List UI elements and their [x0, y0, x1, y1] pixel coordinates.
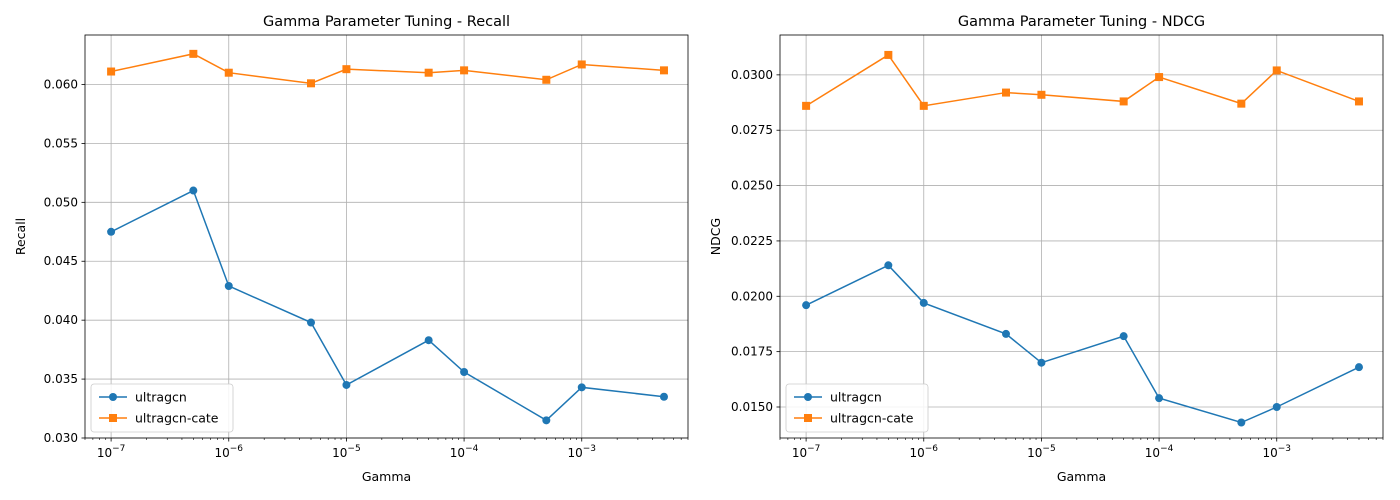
chart-2-series-ultragcn [802, 261, 1363, 427]
chart-1-data-point [542, 416, 551, 425]
chart-1-legend-marker [109, 414, 117, 422]
chart-2-y-tick-label: 0.0250 [731, 179, 773, 193]
chart-1-x-tick-label: 10−5 [332, 444, 361, 460]
chart-2-data-point [1354, 97, 1363, 106]
chart-2-y-tick-label: 0.0150 [731, 400, 773, 414]
chart-1-x-tick-label: 10−6 [214, 444, 243, 460]
chart-1-y-tick-label: 0.060 [44, 77, 78, 91]
chart-2-grid [780, 35, 1383, 438]
chart-1-data-point [424, 68, 433, 77]
chart-2-data-point [1037, 90, 1046, 99]
chart-2-axes-frame [779, 34, 1384, 439]
chart-1-data-point [224, 281, 233, 290]
chart-2-x-tick-label: 10−6 [909, 444, 938, 460]
chart-1-legend-marker [109, 393, 117, 401]
chart-2-legend: ultragcn ultragcn-cate [785, 383, 929, 433]
chart-1-y-tick-label: 0.035 [44, 372, 78, 386]
chart-2-y-tick-label: 0.0200 [731, 289, 773, 303]
chart-1-series-line [110, 189, 665, 422]
chart-2-x-tick-label: 10−7 [792, 444, 821, 460]
chart-2-x-tick-label: 10−3 [1262, 444, 1291, 460]
chart-1-legend-label: ultragcn [135, 390, 187, 405]
chart-1-y-tick-label: 0.040 [44, 313, 78, 327]
chart-2-data-point [1037, 358, 1046, 367]
chart-2-series-ultragcn-cate [802, 50, 1363, 110]
chart-2-data-point [1002, 329, 1011, 338]
chart-1-data-point [577, 60, 586, 69]
chart-1-panel: 10−7 10−6 10−5 10−4 10−3 0.030 0.035 0.040 0.045… [13, 14, 689, 484]
chart-1-grid [85, 35, 688, 439]
chart-2-legend-marker [804, 414, 812, 422]
chart-2-panel: 10−7 10−6 10−5 10−4 10−3 0.0150 0.0175 0.0200 0.… [708, 14, 1384, 484]
chart-2-data-point [1155, 394, 1164, 403]
chart-1-legend: ultragcn ultragcn-cate [90, 383, 234, 433]
chart-1-y-tick-label: 0.055 [44, 136, 78, 150]
chart-1-data-point [342, 65, 351, 74]
chart-1-y-tick-label: 0.045 [44, 254, 78, 268]
chart-1-data-point [189, 186, 198, 195]
chart-1-data-point [460, 368, 469, 377]
chart-2-data-point [1272, 403, 1281, 411]
chart-2-legend-label: ultragcn-cate [830, 411, 914, 426]
chart-2-series-line [805, 264, 1360, 424]
chart-1-data-point [659, 392, 668, 401]
chart-1-y-tick-label: 0.030 [44, 431, 78, 445]
chart-2-data-point [1002, 88, 1011, 97]
chart-2-y-tick-label: 0.0275 [731, 123, 773, 137]
chart-2-legend-label: ultragcn [830, 390, 882, 405]
chart-2-y-tick-label: 0.0225 [731, 234, 773, 248]
chart-1-data-point [424, 336, 433, 345]
chart-1-data-point [342, 380, 351, 389]
chart-1-x-tick-label: 10−3 [567, 444, 596, 460]
chart-2-series-line [805, 53, 1360, 107]
chart-2-legend-box [785, 383, 929, 433]
chart-2-data-point [884, 50, 893, 59]
chart-2-x-tick-label: 10−4 [1145, 444, 1174, 460]
chart-2-data-point [1237, 418, 1246, 427]
chart-2-data-point [919, 101, 928, 110]
chart-2-title: Gamma Parameter Tuning - NDCG [958, 14, 1205, 30]
chart-2-legend-marker [804, 393, 812, 401]
chart-1-data-point [577, 383, 586, 392]
chart-1-series-ultragcn [107, 186, 668, 425]
chart-2-x-axis-label: Gamma [1057, 469, 1106, 484]
chart-1-x-tick-label: 10−4 [450, 444, 479, 460]
chart-1-title: Gamma Parameter Tuning - Recall [263, 14, 510, 30]
chart-1-data-point [107, 67, 116, 76]
chart-1-axes-frame [84, 34, 689, 439]
chart-1-series-line [110, 53, 665, 85]
chart-1-legend-label: ultragcn-cate [135, 411, 219, 426]
chart-1-y-tick-label: 0.050 [44, 195, 78, 209]
chart-1-legend-box [90, 383, 234, 433]
chart-2-x-tick-label: 10−5 [1027, 444, 1056, 460]
chart-2-y-tick-label: 0.0300 [731, 68, 773, 82]
chart-2-y-tick-label: 0.0175 [731, 345, 773, 359]
chart-2-data-point [1119, 332, 1128, 341]
chart-1-data-point [659, 66, 668, 75]
chart-2-data-point [919, 298, 928, 307]
chart-1-data-point [189, 49, 198, 58]
chart-2-data-point [1119, 97, 1128, 106]
chart-1-data-point [307, 318, 316, 327]
chart-1-series-ultragcn-cate [107, 49, 668, 88]
chart-2-data-point [1155, 73, 1164, 82]
chart-1-x-axis-label: Gamma [362, 469, 411, 484]
chart-1-data-point [542, 75, 551, 84]
chart-1-x-minor-ticks [84, 438, 689, 440]
chart-1-data-point [460, 66, 469, 75]
chart-1-x-tick-label: 10−7 [97, 444, 126, 460]
chart-2-data-point [1354, 363, 1363, 372]
chart-2-data-point [802, 301, 811, 310]
chart-1-data-point [307, 79, 316, 88]
chart-2-y-axis-label: NDCG [708, 218, 723, 255]
chart-2-data-point [1272, 66, 1281, 75]
chart-2-data-point [1237, 99, 1246, 108]
chart-1-y-axis-label: Recall [13, 218, 28, 255]
chart-2-data-point [802, 101, 811, 110]
chart-2-data-point [884, 261, 893, 270]
chart-1-data-point [107, 227, 116, 236]
chart-1-data-point [224, 68, 233, 77]
